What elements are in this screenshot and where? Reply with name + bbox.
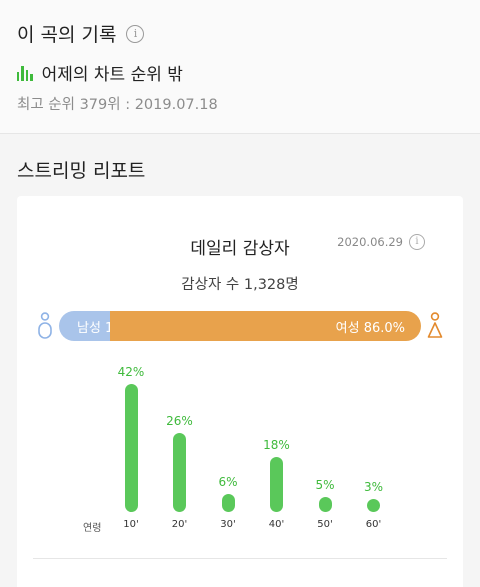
- date-info-icon[interactable]: i: [409, 234, 425, 250]
- age-column: 6% 30': [208, 356, 248, 536]
- age-category-label: 20': [171, 519, 188, 530]
- age-category-label: 10': [123, 519, 139, 530]
- age-percent-label: 18%: [263, 438, 290, 453]
- card-date: 2020.06.29 i: [337, 234, 425, 250]
- age-category-label: 60': [365, 519, 382, 530]
- song-record-section: 이 곡의 기록 i 어제의 차트 순위 밖 최고 순위 379위 : 2019.…: [0, 0, 480, 134]
- age-percent-label: 26%: [166, 413, 193, 428]
- gender-ratio-row: 남성 14.0% 여성 86.0%: [17, 308, 463, 344]
- age-category-label: 50': [317, 519, 333, 530]
- age-bar: [270, 457, 283, 512]
- age-bar: [124, 384, 138, 512]
- age-column: 26% 20': [160, 356, 200, 536]
- age-bar: [367, 499, 380, 512]
- age-distribution-chart: 연령 42% 10' 26% 20' 6% 30' 18% 40' 5% 50' 3% 60': [17, 356, 463, 536]
- age-column: 18% 40': [257, 356, 297, 536]
- daily-listeners-card: 데일리 감상자 2020.06.29 i 감상자 수 1,328명 남성 14.…: [17, 196, 463, 587]
- song-record-header: 이 곡의 기록 i: [17, 20, 145, 47]
- best-rank-text: 최고 순위 379위 : 2019.07.18: [17, 97, 218, 113]
- streaming-report-title: 스트리밍 리포트: [17, 160, 146, 182]
- song-record-title: 이 곡의 기록: [17, 24, 117, 46]
- female-ratio-label: 여성 86.0%: [335, 320, 405, 336]
- age-bar: [221, 493, 235, 512]
- age-percent-label: 3%: [363, 480, 384, 494]
- age-column: 42% 10': [111, 356, 151, 536]
- report-date: 2020.06.29: [337, 235, 403, 249]
- info-icon[interactable]: i: [126, 24, 145, 43]
- age-column: 5% 50': [305, 356, 345, 536]
- gender-ratio-bar: 남성 14.0% 여성 86.0%: [59, 311, 421, 341]
- age-bar: [173, 432, 186, 512]
- female-ratio-segment: 여성 86.0%: [109, 311, 421, 341]
- age-percent-label: 42%: [117, 365, 145, 379]
- male-ratio-segment: 남성 14.0%: [59, 311, 146, 341]
- card-divider: [33, 558, 447, 559]
- female-person-icon: [427, 312, 443, 338]
- male-person-icon: [38, 312, 52, 339]
- listeners-count: 감상자 수 1,328명: [181, 277, 299, 293]
- age-bar: [318, 496, 332, 512]
- chart-status-text: 어제의 차트 순위 밖: [41, 65, 183, 85]
- age-percent-label: 6%: [218, 474, 238, 489]
- age-category-label: 40': [268, 519, 285, 530]
- age-axis-label: 연령: [83, 523, 102, 534]
- age-column: 3% 60': [354, 356, 394, 536]
- age-percent-label: 5%: [315, 477, 335, 492]
- chart-status-row: 어제의 차트 순위 밖: [17, 60, 183, 85]
- age-category-label: 30': [220, 519, 236, 530]
- chart-bars-icon: [17, 65, 35, 81]
- card-title: 데일리 감상자: [190, 239, 290, 259]
